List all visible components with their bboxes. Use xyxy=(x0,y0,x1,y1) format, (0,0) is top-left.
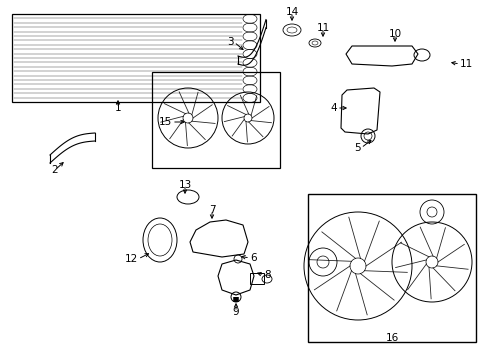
Bar xyxy=(152,72,280,168)
Text: 9: 9 xyxy=(233,307,239,317)
Text: 2: 2 xyxy=(51,165,58,175)
Text: 6: 6 xyxy=(250,253,257,263)
Text: 4: 4 xyxy=(330,103,337,113)
Bar xyxy=(12,14,260,102)
Text: 5: 5 xyxy=(354,143,361,153)
Text: 8: 8 xyxy=(264,270,270,280)
Bar xyxy=(308,194,476,342)
Text: 3: 3 xyxy=(227,37,234,47)
Text: 7: 7 xyxy=(209,205,215,215)
Text: 1: 1 xyxy=(115,103,122,113)
Text: 15: 15 xyxy=(159,117,172,127)
Text: 12: 12 xyxy=(125,254,138,264)
Text: 16: 16 xyxy=(385,333,399,343)
Text: 11: 11 xyxy=(460,59,473,69)
Text: 10: 10 xyxy=(389,29,402,39)
Bar xyxy=(250,273,264,284)
Text: 11: 11 xyxy=(317,23,330,33)
Text: 13: 13 xyxy=(178,180,192,190)
Text: 14: 14 xyxy=(285,7,298,17)
